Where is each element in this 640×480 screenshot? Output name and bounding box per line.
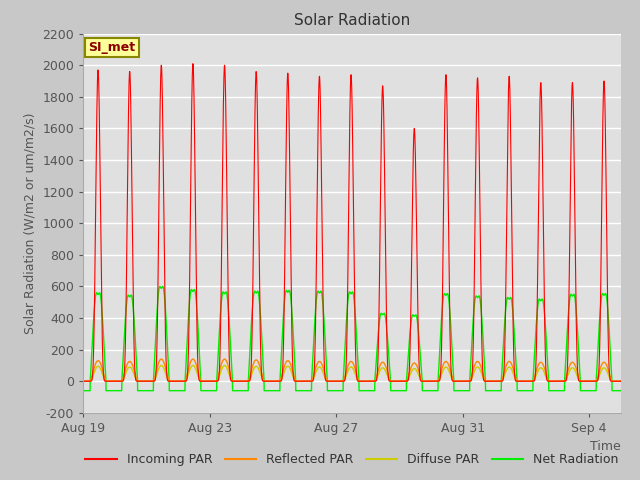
X-axis label: Time: Time: [590, 440, 621, 454]
Title: Solar Radiation: Solar Radiation: [294, 13, 410, 28]
Y-axis label: Solar Radiation (W/m2 or um/m2/s): Solar Radiation (W/m2 or um/m2/s): [24, 112, 36, 334]
Legend: Incoming PAR, Reflected PAR, Diffuse PAR, Net Radiation: Incoming PAR, Reflected PAR, Diffuse PAR…: [81, 448, 623, 471]
Text: SI_met: SI_met: [88, 41, 136, 54]
